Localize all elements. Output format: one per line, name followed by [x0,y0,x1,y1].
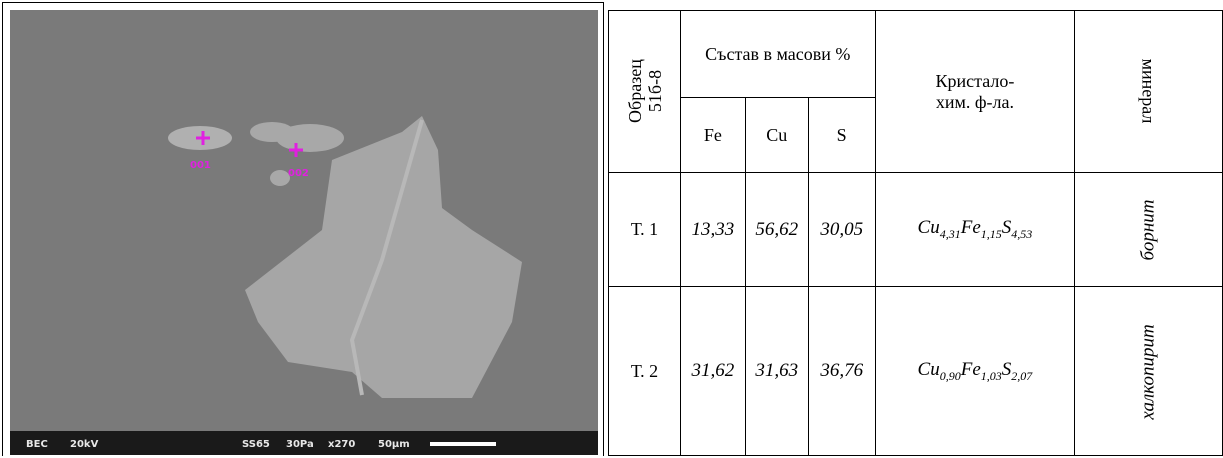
info-text: BEC [26,439,48,450]
composition-header: Състав в масови % [680,11,875,98]
point-cell: Т. 2 [609,287,681,456]
mineral: борнит [1139,200,1159,261]
element-header: Fe [680,98,745,173]
header-text: минерал [1139,59,1159,124]
subscript: 4,31 [940,227,961,241]
formula: Cu4,31Fe1,15S4,53 [918,217,1033,238]
value-cell: 13,33 [680,173,745,287]
formula-cell: Cu4,31Fe1,15S4,53 [875,173,1075,287]
formula-cell: Cu0,90Fe1,03S2,07 [875,287,1075,456]
element: S [1002,217,1012,238]
point-cell: Т. 1 [609,173,681,287]
element: Fe [961,359,981,380]
sem-image: 001 002 BEC 20kV SS65 30Pa x270 50µm [10,10,598,455]
value-cell: 30,05 [808,173,875,287]
value: 30,05 [820,219,863,240]
element: Fe [961,217,981,238]
info-text: 50µm [378,439,410,450]
value: 31,63 [755,360,798,381]
mineral-cell: борнит [1075,173,1223,287]
element: S [1002,359,1012,380]
mineral-cell: халкопирит [1075,287,1223,456]
value: 56,62 [755,219,798,240]
info-text: x270 [328,439,355,450]
element-header: Cu [745,98,808,173]
info-text: 30Pa [286,439,314,450]
value-cell: 36,76 [808,287,875,456]
subscript: 4,53 [1011,227,1032,241]
subscript: 0,90 [940,368,961,382]
formula-header: Кристало-хим. ф-ла. [875,11,1075,173]
info-text: SS65 [242,439,270,450]
subscript: 1,03 [981,368,1002,382]
value: 13,33 [692,219,735,240]
header-text: Образец [624,59,644,123]
subscript: 1,15 [981,227,1002,241]
header-text: 51б-8 [644,70,664,112]
element: Cu [918,359,940,380]
value: 31,62 [692,360,735,381]
point-label: 002 [288,168,309,179]
mineral-header: минерал [1075,11,1223,173]
page: 001 002 BEC 20kV SS65 30Pa x270 50µm Обр… [0,0,1223,458]
value-cell: 31,62 [680,287,745,456]
value-cell: 31,63 [745,287,808,456]
header-text: хим. ф-ла. [936,92,1014,112]
header-text: Кристало- [935,71,1014,91]
value-cell: 56,62 [745,173,808,287]
element-header: S [808,98,875,173]
point-label: 001 [190,160,211,171]
formula: Cu0,90Fe1,03S2,07 [918,359,1033,380]
subscript: 2,07 [1011,368,1032,382]
element: Cu [918,217,940,238]
info-text: 20kV [70,439,99,450]
mineral: халкопирит [1139,324,1159,419]
value: 36,76 [820,360,863,381]
